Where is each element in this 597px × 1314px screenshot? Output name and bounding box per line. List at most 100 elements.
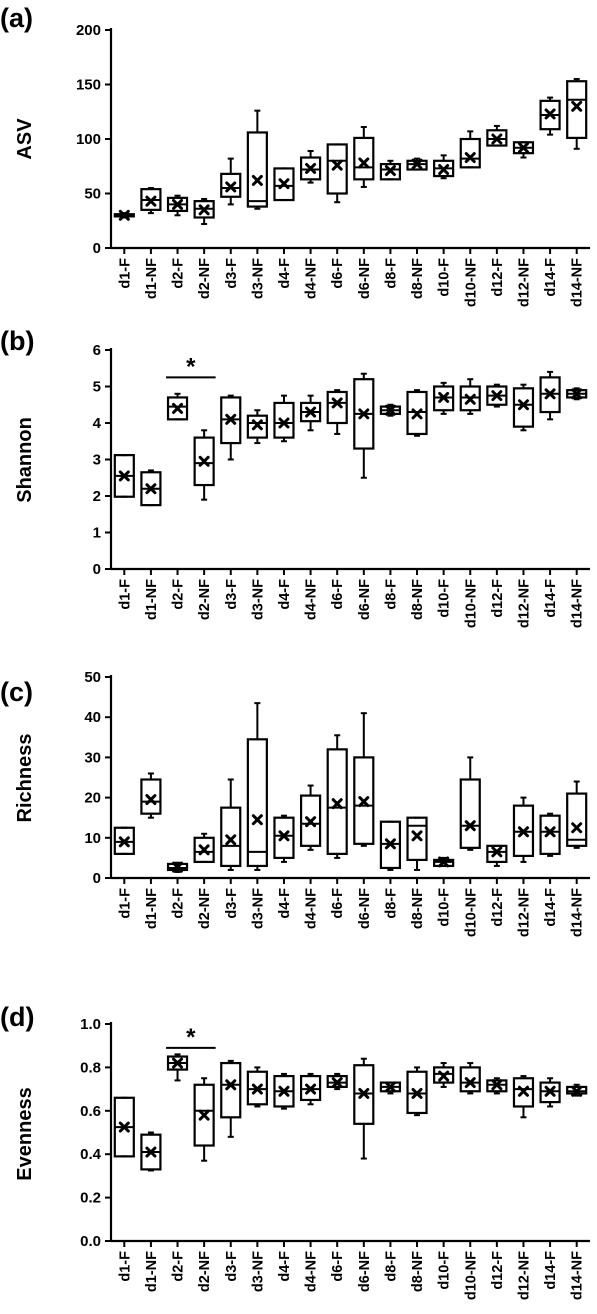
box-d12-NF bbox=[512, 796, 535, 863]
box-d14-NF bbox=[566, 387, 588, 401]
mean-marker bbox=[331, 798, 343, 810]
box-d6-NF bbox=[353, 1057, 375, 1160]
panel-d: (d) Evenness 0.0 0.2 0.4 0.6 0.8 1.0 d1-F d1-NF d2… bbox=[0, 1002, 590, 1300]
mean-marker bbox=[172, 1057, 184, 1069]
mean-stroke bbox=[358, 408, 370, 420]
iqr-box bbox=[406, 159, 428, 171]
y-tick-label: 3 bbox=[93, 452, 101, 469]
x-tick-label: d4-NF bbox=[304, 1251, 320, 1292]
x-tick-label: d1-F bbox=[117, 579, 133, 610]
mean-stroke bbox=[544, 388, 556, 400]
x-tick-label: d4-NF bbox=[304, 579, 320, 620]
mean-marker bbox=[384, 404, 396, 416]
x-tick-label: d6-F bbox=[330, 888, 346, 919]
y-tick-label: 0 bbox=[93, 870, 101, 887]
box-d1-NF bbox=[140, 469, 162, 507]
mean-stroke bbox=[491, 390, 503, 402]
box-d3-F bbox=[220, 1059, 242, 1138]
mean-stroke bbox=[411, 408, 423, 420]
mean-marker bbox=[571, 1085, 583, 1097]
box-d6-NF bbox=[353, 712, 375, 847]
x-tick-label: d8-F bbox=[383, 1251, 399, 1282]
mean-marker bbox=[331, 1077, 343, 1089]
iqr-box bbox=[140, 778, 162, 815]
x-tick-label: d1-F bbox=[117, 888, 133, 919]
mean-stroke bbox=[544, 1085, 556, 1097]
mean-stroke bbox=[278, 1085, 290, 1097]
x-tick-label: d6-F bbox=[330, 1251, 346, 1282]
x-tick-label: d1-F bbox=[117, 258, 133, 289]
mean-stroke bbox=[278, 178, 290, 190]
mean-stroke bbox=[411, 830, 423, 842]
mean-stroke bbox=[464, 1077, 476, 1089]
x-tick-label: d10-F bbox=[437, 888, 453, 927]
mean-stroke bbox=[544, 108, 556, 120]
mean-stroke bbox=[305, 162, 317, 174]
iqr-box bbox=[166, 862, 189, 872]
panel-label: (b) bbox=[0, 326, 34, 356]
x-tick-label: d1-NF bbox=[144, 1251, 160, 1292]
iqr-box bbox=[273, 816, 295, 860]
mean-stroke bbox=[198, 455, 210, 467]
x-tick-label: d3-F bbox=[224, 1251, 240, 1282]
box-d10-F bbox=[433, 381, 455, 415]
y-tick-label: 40 bbox=[84, 709, 101, 726]
mean-stroke bbox=[571, 1085, 583, 1097]
x-tick-label: d10-F bbox=[437, 1251, 453, 1290]
y-tick-label: 50 bbox=[84, 186, 101, 203]
x-tick-label: d4-F bbox=[277, 579, 293, 610]
mean-marker bbox=[464, 820, 476, 832]
x-tick-label: d3-F bbox=[224, 579, 240, 610]
mean-stroke bbox=[517, 142, 529, 154]
x-tick-label: d8-F bbox=[383, 888, 399, 919]
x-tick-label: d12-NF bbox=[516, 258, 532, 307]
box-d14-F bbox=[539, 812, 561, 857]
mean-stroke bbox=[251, 174, 263, 186]
mean-marker bbox=[225, 413, 237, 425]
mean-stroke bbox=[464, 820, 476, 832]
iqr-box bbox=[326, 390, 348, 425]
mean-marker bbox=[438, 164, 450, 176]
mean-stroke bbox=[251, 814, 263, 826]
iqr-box bbox=[113, 826, 135, 855]
x-tick-label: d10-NF bbox=[463, 1251, 479, 1300]
x-tick-label: d10-F bbox=[437, 258, 453, 297]
box-d4-NF bbox=[299, 784, 322, 851]
box-d12-F bbox=[486, 383, 508, 408]
box-d10-F bbox=[433, 856, 455, 868]
x-tick-label: d14-F bbox=[543, 579, 559, 618]
y-tick-label: 1 bbox=[93, 525, 101, 542]
mean-stroke bbox=[305, 406, 317, 418]
panel-label: (c) bbox=[0, 677, 33, 707]
iqr-box bbox=[193, 836, 215, 864]
mean-marker bbox=[225, 1079, 237, 1091]
mean-stroke bbox=[305, 816, 317, 828]
iqr-box bbox=[299, 156, 322, 181]
iqr-box bbox=[539, 1081, 561, 1104]
box-d8-F bbox=[379, 403, 402, 417]
mean-marker bbox=[251, 174, 263, 186]
iqr-box bbox=[539, 814, 561, 855]
box-d6-F bbox=[326, 1072, 348, 1091]
box-d3-NF bbox=[246, 1066, 268, 1108]
mean-marker bbox=[571, 388, 583, 400]
mean-marker bbox=[172, 861, 184, 873]
y-tick-label: 0.0 bbox=[80, 1233, 101, 1250]
box-d6-F bbox=[326, 143, 348, 204]
x-tick-label: d6-NF bbox=[357, 888, 373, 929]
y-axis-title: Richness bbox=[14, 734, 36, 823]
iqr-box bbox=[486, 1079, 508, 1093]
mean-marker bbox=[305, 406, 317, 418]
mean-stroke bbox=[438, 856, 450, 868]
panel-a: (a) ASV 0 50 100 150 200 d1-F d1-NF d2-F d2-NF d3-F… bbox=[0, 3, 590, 307]
iqr-box bbox=[566, 1085, 588, 1095]
iqr-box bbox=[326, 143, 348, 195]
x-tick-label: d14-NF bbox=[570, 258, 586, 307]
mean-stroke bbox=[384, 165, 396, 177]
box-d1-F bbox=[113, 454, 135, 498]
mean-marker bbox=[464, 1077, 476, 1089]
mean-marker bbox=[358, 1087, 370, 1099]
panel-c: (c) Richness 0 10 20 30 40 50 d1-F d1-NF d2-F d2-NF… bbox=[0, 669, 590, 937]
iqr-box bbox=[406, 1070, 428, 1115]
